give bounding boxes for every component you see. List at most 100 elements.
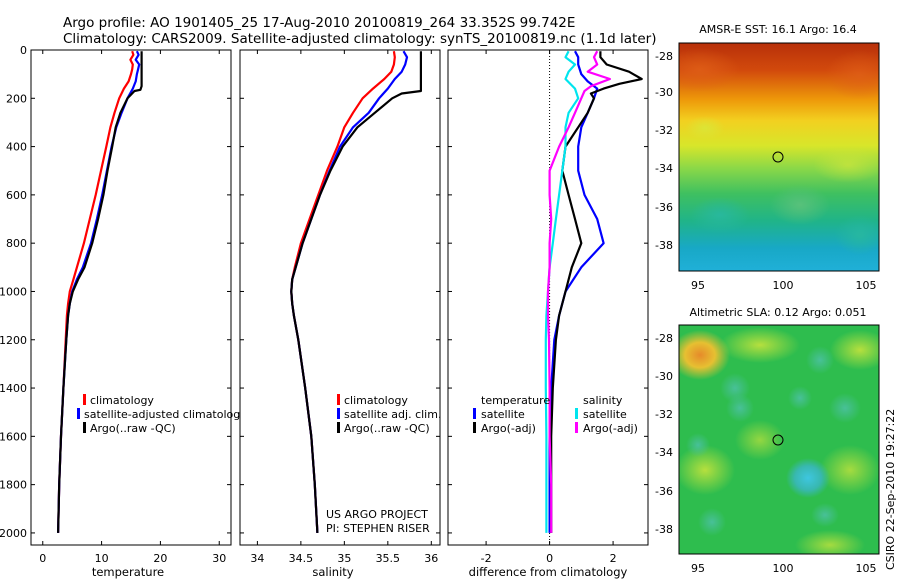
sst-map: AMSR-E SST: 16.1 Argo: 16.4 -28 -30 -32 …	[655, 23, 880, 292]
sla-yellow-patch	[720, 327, 800, 363]
project-annotation: US ARGO PROJECT	[326, 508, 428, 521]
salinity-x-ticks: 34 34.5 35 35.5 36	[250, 50, 438, 565]
sst-ytick: -34	[655, 162, 673, 175]
temperature-x-ticks: 0 10 20 30	[39, 50, 226, 565]
sst-ytick: -32	[655, 124, 673, 137]
salinity-panel: 34 34.5 35 35.5 36 salinity climatology sate…	[239, 49, 441, 579]
legend-swatch-temp-argo	[473, 422, 476, 433]
legend-label-temp-argo: Argo(-adj)	[481, 422, 536, 435]
sst-ytick: -28	[655, 50, 673, 63]
difference-legend: temperature satellite Argo(-adj) salinit…	[473, 394, 638, 435]
sla-xtick: 95	[691, 562, 705, 575]
legend-group-salinity: salinity	[583, 394, 623, 407]
sst-map-title: AMSR-E SST: 16.1 Argo: 16.4	[699, 23, 857, 36]
sla-teal-eddy	[811, 503, 839, 527]
difference-x-ticks: -2 0 2	[481, 50, 617, 565]
sla-map-x-ticks: 95 100 105	[691, 562, 877, 575]
sla-high-patch	[679, 330, 730, 380]
sst-teal-patch	[835, 215, 879, 255]
legend-swatch-satellite	[77, 408, 80, 419]
depth-ticks: 0 200 400 600 800 1000 1200 1400 1600 1800 2000	[0, 44, 231, 540]
x-tick-label: 10	[95, 552, 109, 565]
sla-yellow-patch	[830, 330, 879, 370]
legend-swatch-temp-satellite	[473, 408, 476, 419]
sla-ytick: -28	[655, 332, 673, 345]
salinity-y-ticks	[240, 49, 440, 534]
climatology-title: Climatology: CARS2009. Satellite-adjuste…	[63, 31, 656, 47]
sst-warm-patch	[679, 48, 740, 92]
credit-timestamp: CSIRO 22-Sep-2010 19:27:22	[884, 409, 897, 570]
series-line-argo-raw-qc	[290, 51, 422, 533]
temperature-legend: climatology satellite-adjusted climatolo…	[77, 394, 240, 435]
sla-ytick: -36	[655, 485, 673, 498]
series-line-salinity-argo-adj	[546, 50, 612, 533]
sst-yellow-patch	[685, 116, 725, 140]
legend-label-satellite: satellite adj. clim.	[344, 408, 441, 421]
sst-xtick: 95	[691, 279, 705, 292]
sst-teal-patch	[690, 197, 750, 233]
depth-tick-label: 1400	[0, 382, 27, 395]
depth-tick-label: 1200	[0, 334, 27, 347]
legend-swatch-satellite	[337, 408, 340, 419]
depth-tick-label: 1000	[0, 285, 27, 298]
depth-tick-label: 800	[6, 237, 27, 250]
sla-ytick: -38	[655, 523, 673, 536]
sst-ytick: -30	[655, 86, 673, 99]
sst-map-frame	[678, 42, 880, 272]
sst-xtick: 100	[773, 279, 794, 292]
series-line-salinity-satellite	[544, 50, 580, 533]
temperature-panel: 0 200 400 600 800 1000 1200 1400 1600 1800 2000 0 1…	[0, 44, 240, 579]
sst-green-patch	[770, 185, 830, 225]
salinity-axes-frame	[239, 49, 441, 546]
x-tick-label: -2	[481, 552, 492, 565]
depth-tick-label: 1600	[0, 430, 27, 443]
x-tick-label: 2	[610, 552, 617, 565]
sla-ytick: -34	[655, 446, 673, 459]
legend-swatch-sal-argo	[575, 422, 578, 433]
sst-map-y-ticks: -28 -30 -32 -34 -36 -38	[655, 50, 673, 252]
legend-group-temperature: temperature	[481, 394, 550, 407]
legend-swatch-climatology	[337, 394, 340, 405]
difference-y-ticks	[448, 49, 648, 534]
legend-swatch-sal-satellite	[575, 408, 578, 419]
x-tick-label: 20	[153, 552, 167, 565]
sla-teal-eddy	[686, 433, 710, 457]
sla-teal-eddy	[806, 346, 834, 374]
depth-tick-label: 600	[6, 189, 27, 202]
salinity-axis-label: salinity	[312, 565, 353, 579]
sla-cyan-eddy	[786, 458, 830, 498]
sla-xtick: 100	[773, 562, 794, 575]
series-line-temperature-satellite	[548, 50, 605, 533]
legend-label-satellite: satellite-adjusted climatolog	[84, 408, 240, 421]
x-tick-label: 35.5	[376, 552, 401, 565]
legend-label-sal-satellite: satellite	[583, 408, 627, 421]
argo-location-marker	[772, 151, 784, 163]
temperature-axes-frame	[30, 49, 232, 546]
sla-teal-eddy	[829, 393, 861, 423]
x-tick-label: 34.5	[289, 552, 314, 565]
x-tick-label: 36	[424, 552, 438, 565]
temperature-axis-label: temperature	[92, 565, 164, 579]
sst-yellow-patch	[813, 147, 879, 183]
salinity-legend: climatology satellite adj. clim. Argo(..…	[337, 394, 441, 435]
sla-map-y-ticks: -28 -30 -32 -34 -36 -38	[655, 332, 673, 536]
sla-ytick: -32	[655, 408, 673, 421]
legend-swatch-climatology	[83, 394, 86, 405]
legend-label-climatology: climatology	[344, 394, 408, 407]
sla-map-title: Altimetric SLA: 0.12 Argo: 0.051	[689, 306, 866, 319]
legend-swatch-argo	[337, 422, 340, 433]
sla-map: Altimetric SLA: 0.12 Argo: 0.051 -28 -30	[655, 306, 880, 575]
salinity-lines	[290, 50, 422, 533]
temperature-lines	[57, 50, 143, 533]
legend-label-temp-satellite: satellite	[481, 408, 525, 421]
sst-warm-patch	[825, 50, 879, 100]
profile-title: Argo profile: AO 1901405_25 17-Aug-2010 …	[63, 15, 575, 31]
legend-label-sal-argo: Argo(-adj)	[583, 422, 638, 435]
sla-teal-eddy	[726, 394, 754, 422]
pi-annotation: PI: STEPHEN RISER	[326, 522, 430, 535]
difference-panel: -2 0 2 difference from climatology tempera…	[447, 49, 649, 579]
x-tick-label: 34	[250, 552, 264, 565]
sst-xtick: 105	[856, 279, 877, 292]
sst-ytick: -36	[655, 201, 673, 214]
